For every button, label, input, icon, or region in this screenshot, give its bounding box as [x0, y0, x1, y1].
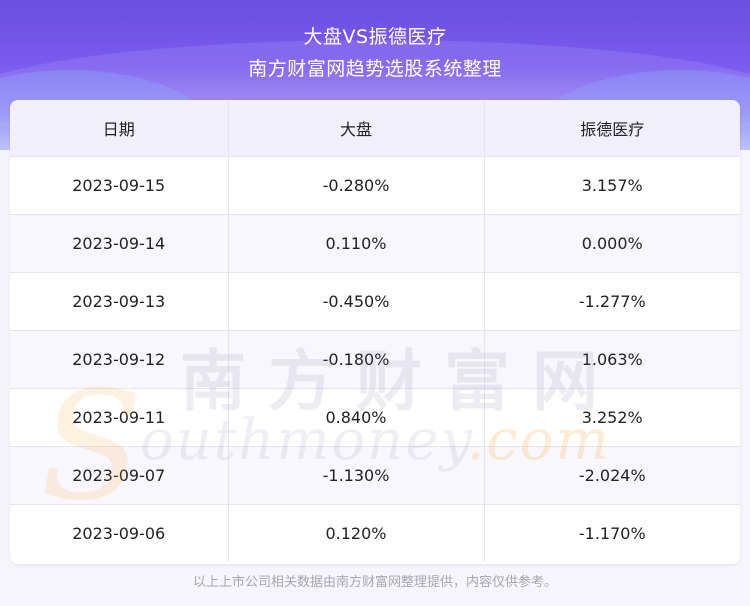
- date-cell: 2023-09-12: [10, 330, 229, 389]
- table-row: 2023-09-07 -1.130% -2.024%: [10, 446, 740, 505]
- stock-change-cell: 3.157%: [484, 156, 740, 215]
- market-change-cell: -0.280%: [228, 156, 485, 215]
- stock-change-cell: 0.000%: [484, 214, 740, 273]
- stock-change-cell: 3.252%: [484, 388, 740, 447]
- table-row: 2023-09-06 0.120% -1.170%: [10, 504, 740, 562]
- header-banner: 大盘VS振德医疗 南方财富网趋势选股系统整理: [0, 0, 750, 150]
- column-header-market: 大盘: [228, 100, 485, 157]
- table-row: 2023-09-15 -0.280% 3.157%: [10, 156, 740, 215]
- date-cell: 2023-09-13: [10, 272, 229, 331]
- date-cell: 2023-09-14: [10, 214, 229, 273]
- date-cell: 2023-09-07: [10, 446, 229, 505]
- market-change-cell: 0.120%: [228, 504, 485, 562]
- table-header-row: 日期 大盘 振德医疗: [10, 100, 740, 157]
- market-change-cell: 0.110%: [228, 214, 485, 273]
- table-row: 2023-09-13 -0.450% -1.277%: [10, 272, 740, 331]
- stock-change-cell: -1.170%: [578, 523, 646, 543]
- stock-change-cell: -2.024%: [484, 446, 740, 505]
- stock-change-cell: 1.063%: [484, 330, 740, 389]
- date-cell: 2023-09-06: [10, 504, 229, 562]
- market-change-cell: -1.130%: [228, 446, 485, 505]
- page-subtitle: 南方财富网趋势选股系统整理: [248, 58, 502, 80]
- column-header-date: 日期: [10, 100, 229, 157]
- table-row: 2023-09-12 -0.180% 1.063%: [10, 330, 740, 389]
- market-change-cell: 0.840%: [228, 388, 485, 447]
- comparison-table: 日期 大盘 振德医疗 2023-09-15 -0.280% 3.157% 202…: [10, 100, 740, 562]
- market-change-cell: -0.180%: [228, 330, 485, 389]
- column-header-stock: 振德医疗: [484, 100, 740, 157]
- footer-disclaimer: 以上上市公司相关数据由南方财富网整理提供，内容仅供参考。: [192, 575, 557, 590]
- page-title: 大盘VS振德医疗: [303, 26, 447, 48]
- stock-change-cell: -1.277%: [484, 272, 740, 331]
- table-row: 2023-09-11 0.840% 3.252%: [10, 388, 740, 447]
- date-cell: 2023-09-11: [10, 388, 229, 447]
- date-cell: 2023-09-15: [10, 156, 229, 215]
- market-change-cell: -0.450%: [228, 272, 485, 331]
- table-row: 2023-09-14 0.110% 0.000%: [10, 214, 740, 273]
- data-table-card: 日期 大盘 振德医疗 2023-09-15 -0.280% 3.157% 202…: [10, 100, 740, 564]
